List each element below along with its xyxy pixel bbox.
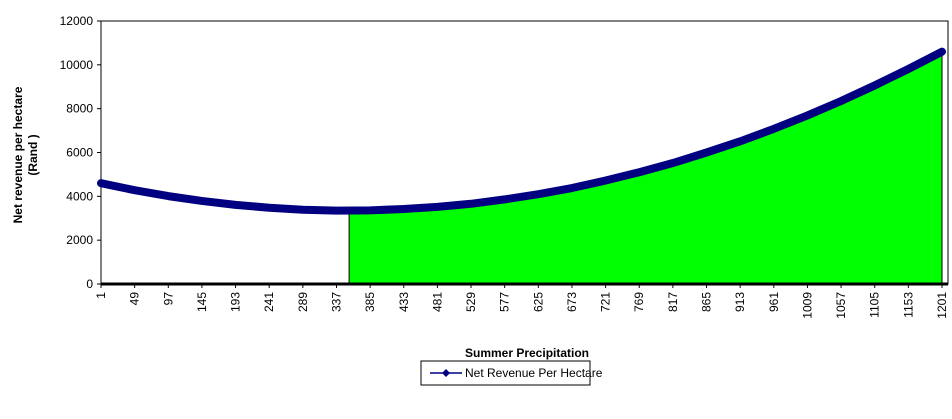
x-axis-label: Summer Precipitation — [465, 346, 589, 360]
y-axis-label: (Rand ) — [26, 134, 40, 175]
x-tick-label: 721 — [599, 292, 613, 312]
y-tick-label: 0 — [86, 277, 93, 291]
x-tick-label: 289 — [296, 292, 310, 312]
x-tick-label: 1 — [94, 292, 108, 299]
x-tick-label: 769 — [632, 292, 646, 312]
x-tick-label: 433 — [397, 292, 411, 312]
x-tick-label: 385 — [363, 292, 377, 312]
x-tick-label: 241 — [262, 292, 276, 312]
x-tick-label: 1201 — [935, 292, 949, 319]
x-tick-label: 1105 — [868, 292, 882, 318]
y-tick-label: 12000 — [60, 14, 94, 28]
x-tick-label: 865 — [700, 292, 714, 312]
x-tick-label: 97 — [161, 292, 175, 306]
x-tick-label: 49 — [128, 292, 142, 306]
x-tick-label: 145 — [195, 292, 209, 312]
y-axis-label: Net revenue per hectare — [11, 86, 25, 223]
x-tick-label: 1153 — [901, 292, 915, 318]
y-tick-label: 10000 — [60, 58, 94, 72]
x-tick-label: 529 — [464, 292, 478, 312]
legend-marker — [442, 369, 450, 377]
x-tick-label: 193 — [229, 292, 243, 312]
x-tick-label: 577 — [498, 292, 512, 312]
y-tick-label: 6000 — [66, 146, 93, 160]
x-tick-label: 673 — [565, 292, 579, 312]
x-tick-label: 1009 — [800, 292, 814, 319]
x-tick-label: 961 — [767, 292, 781, 312]
x-tick-label: 913 — [733, 292, 747, 312]
y-tick-label: 8000 — [66, 102, 93, 116]
x-tick-label: 817 — [666, 292, 680, 312]
y-tick-label: 2000 — [66, 233, 93, 247]
line — [97, 47, 946, 215]
x-tick-label: 625 — [531, 292, 545, 312]
x-tick-label: 337 — [329, 292, 343, 312]
legend-label: Net Revenue Per Hectare — [465, 366, 603, 380]
x-tick-label: 1057 — [834, 292, 848, 319]
y-tick-label: 4000 — [66, 189, 93, 203]
x-tick-label: 481 — [430, 292, 444, 312]
